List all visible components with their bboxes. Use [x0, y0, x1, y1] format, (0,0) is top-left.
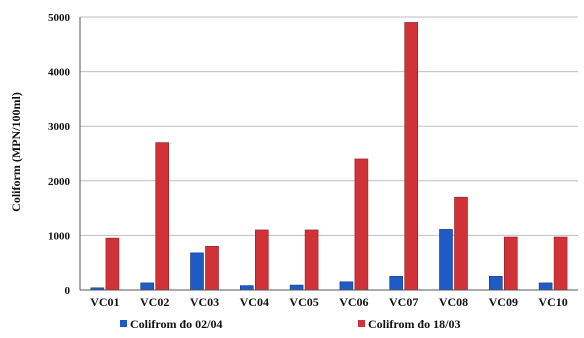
bar-series-2 [503, 236, 518, 291]
bar-series-1 [488, 276, 503, 291]
bar-series-2 [354, 158, 369, 291]
x-tick-label: VC05 [289, 295, 318, 309]
bar-series-2 [553, 236, 568, 291]
legend-swatch [120, 320, 127, 327]
bar-series-2 [304, 229, 319, 291]
bar-series-2 [105, 237, 120, 291]
legend-label: Colifrom đo 18/03 [368, 317, 460, 331]
y-tick-label: 4000 [48, 67, 71, 79]
y-tick-label: 2000 [48, 176, 71, 188]
gridlines [80, 16, 578, 236]
bar-series-1 [389, 276, 404, 291]
x-tick-label: VC02 [140, 295, 169, 309]
bars [90, 22, 568, 291]
y-axis-title: Coliform (MPN/100ml) [9, 92, 23, 212]
legend-label: Colifrom đo 02/04 [130, 317, 222, 331]
bar-series-2 [454, 196, 468, 291]
bar-series-1 [140, 282, 154, 291]
x-tick-label: VC04 [240, 295, 269, 309]
bar-series-1 [289, 284, 304, 291]
x-tick-label: VC06 [339, 295, 368, 309]
bar-series-2 [155, 142, 169, 291]
bar-series-1 [339, 281, 354, 291]
bar-series-2 [404, 22, 419, 291]
bar-series-1 [240, 285, 254, 291]
legend: Colifrom đo 02/04 Colifrom đo 18/03 [120, 317, 460, 331]
x-tick-labels: VC01 VC02 VC03 VC04 VC05 VC06 VC07 VC08 VC09 VC10 [90, 295, 568, 309]
bar-series-1 [190, 252, 204, 291]
x-tick-label: VC10 [538, 295, 567, 309]
bar-series-2 [205, 246, 219, 291]
y-tick-label: 5000 [48, 12, 71, 24]
bar-series-1 [538, 282, 553, 291]
x-tick-label: VC01 [90, 295, 119, 309]
x-tick-label: VC08 [439, 295, 468, 309]
x-tick-label: VC03 [190, 295, 219, 309]
legend-swatch [358, 320, 365, 327]
bar-series-1 [439, 229, 453, 291]
x-tick-label: VC09 [489, 295, 518, 309]
y-tick-label: 3000 [48, 121, 71, 133]
y-tick-label: 1000 [48, 230, 71, 242]
y-tick-labels: 0 1000 2000 3000 4000 5000 [48, 12, 71, 297]
x-tick-label: VC07 [389, 295, 418, 309]
y-tick-label: 0 [65, 285, 71, 297]
axes [79, 17, 578, 291]
bar-series-2 [255, 229, 269, 291]
